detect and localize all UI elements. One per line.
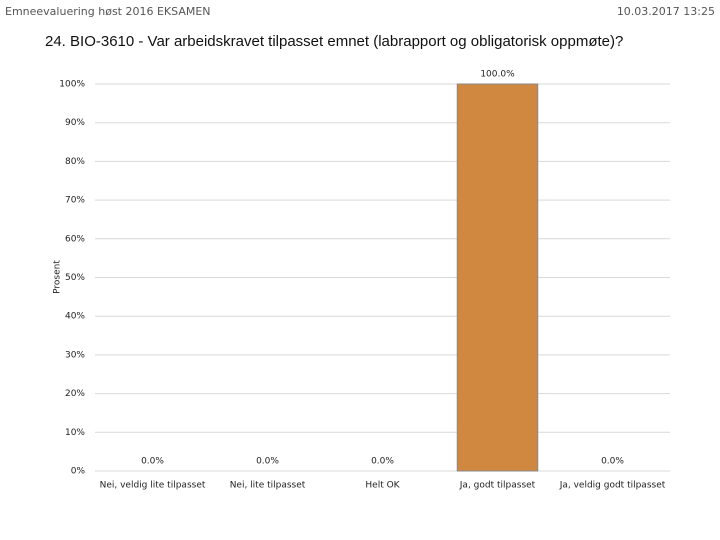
y-tick-label: 80% [65,157,85,167]
x-tick-label: Nei, lite tilpasset [230,481,306,491]
value-label: 0.0% [371,457,394,467]
bar [456,83,539,472]
y-tick-label: 10% [65,428,85,438]
value-label: 0.0% [141,457,164,467]
value-label: 0.0% [601,457,624,467]
chart-title: 24. BIO-3610 - Var arbeidskravet tilpass… [45,33,623,50]
x-tick-label: Nei, veldig lite tilpasset [100,481,206,491]
y-tick-label: 20% [65,389,85,399]
y-tick-label: 50% [65,273,85,283]
x-tick-label: Helt OK [365,481,400,491]
value-label: 100.0% [480,70,515,80]
y-tick-label: 30% [65,350,85,360]
x-tick-label: Ja, godt tilpasset [459,481,536,491]
y-tick-label: 90% [65,118,85,128]
value-label: 0.0% [256,457,279,467]
y-tick-label: 100% [59,80,85,90]
x-tick-label: Ja, veldig godt tilpasset [559,481,666,491]
y-tick-label: 60% [65,234,85,244]
y-tick-label: 0% [71,467,86,477]
header-title: Emneevaluering høst 2016 EKSAMEN [5,5,211,18]
header-timestamp: 10.03.2017 13:25 [617,5,715,18]
y-tick-label: 70% [65,196,85,206]
y-axis-label: Prosent [53,260,63,294]
y-tick-label: 40% [65,312,85,322]
